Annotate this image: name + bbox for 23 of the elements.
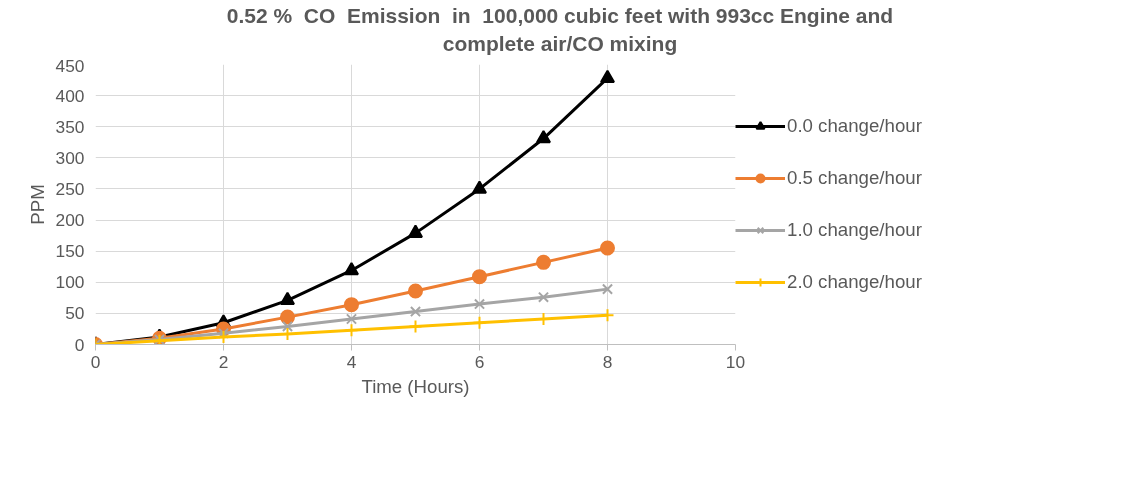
y-tick-label: 100 bbox=[55, 271, 85, 292]
y-axis-title: PPM bbox=[26, 183, 48, 225]
y-tick-label: 250 bbox=[55, 178, 85, 199]
legend-label: 0.5 change/hour bbox=[787, 166, 922, 189]
y-tick-label: 50 bbox=[65, 303, 85, 324]
y-tick-label: 0 bbox=[74, 334, 85, 355]
x-tick-label: 0 bbox=[90, 351, 101, 372]
legend-label: 0.0 change/hour bbox=[787, 114, 922, 137]
x-tick-label: 6 bbox=[474, 351, 485, 372]
chart-title: 0.52 % CO Emission in 100,000 cubic feet with 993cc Engine and complete air/CO mixing bbox=[225, 3, 895, 58]
legend-label: 2.0 change/hour bbox=[787, 270, 922, 293]
y-tick-label: 200 bbox=[55, 209, 85, 230]
x-tick-label: 2 bbox=[218, 351, 229, 372]
x-tick-label: 10 bbox=[725, 351, 746, 372]
legend-label: 1.0 change/hour bbox=[787, 218, 922, 241]
y-tick-label: 450 bbox=[55, 55, 85, 76]
y-tick-label: 300 bbox=[55, 147, 85, 168]
y-tick-label: 150 bbox=[55, 240, 85, 261]
y-tick-label: 400 bbox=[55, 85, 85, 106]
x-tick-label: 4 bbox=[346, 351, 357, 372]
y-tick-label: 350 bbox=[55, 116, 85, 137]
x-tick-label: 8 bbox=[602, 351, 613, 372]
x-axis-title: Time (Hours) bbox=[361, 375, 470, 397]
